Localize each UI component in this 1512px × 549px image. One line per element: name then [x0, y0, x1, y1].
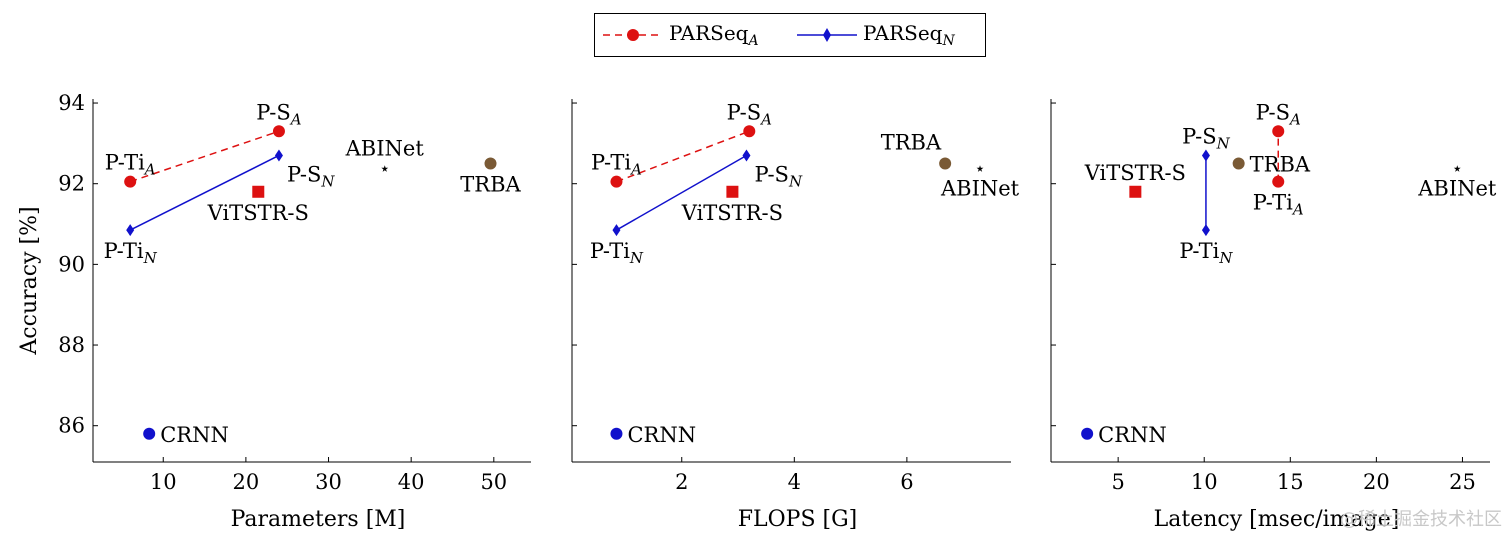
label-crnn: CRNN — [1098, 423, 1167, 447]
x-tick-label: 10 — [1191, 470, 1218, 494]
point-crnn — [610, 427, 623, 440]
label-subscript: N — [320, 172, 335, 190]
legend-entry-parseq-a: PARSeqA — [601, 21, 759, 49]
point-p-ti-n — [126, 224, 135, 237]
label-p-s-a: P-SA — [727, 100, 772, 128]
y-axis-label: Accuracy [%] — [17, 206, 42, 355]
point-p-ti-a — [610, 175, 623, 188]
label-p-ti-a: P-TiA — [591, 151, 642, 179]
x-axis-label: FLOPS [G] — [738, 507, 858, 532]
x-tick-label: 15 — [1277, 470, 1304, 494]
series-line-parseq-n — [616, 154, 747, 231]
label-subscript: N — [143, 249, 158, 267]
point-abinet: ⋆ — [379, 159, 390, 180]
point-p-s-n — [742, 149, 751, 162]
label-abinet: ABINet — [1417, 177, 1497, 201]
point-p-ti-a — [124, 175, 137, 188]
label-crnn: CRNN — [627, 423, 696, 447]
point-trba — [939, 157, 952, 170]
label-p-ti-n: P-TiN — [1179, 239, 1233, 267]
watermark: @稀土掘金技术社区 — [1340, 509, 1502, 530]
label-p-ti-a: P-TiA — [105, 151, 156, 179]
point-crnn — [143, 427, 156, 440]
point-p-s-n — [1201, 149, 1210, 162]
label-crnn: CRNN — [160, 423, 229, 447]
y-tick-label: 88 — [58, 333, 85, 357]
legend-entry-parseq-n: PARSeqN — [795, 21, 955, 49]
label-vitstr-s: ViTSTR-S — [207, 201, 309, 225]
series-line-parseq-n — [129, 154, 280, 231]
point-crnn — [1081, 427, 1094, 440]
y-tick-label: 86 — [58, 414, 85, 438]
label-p-s-n: P-SN — [754, 162, 802, 190]
x-axis-label: Latency [msec/image] — [1154, 507, 1400, 532]
point-p-ti-n — [1201, 224, 1210, 237]
point-abinet: ⋆ — [1452, 159, 1463, 180]
x-tick-label: 50 — [480, 470, 507, 494]
label-subscript: A — [759, 110, 772, 128]
label-trba: TRBA — [460, 173, 521, 197]
x-tick-label: 4 — [788, 470, 801, 494]
legend-swatch-parseq-n — [797, 28, 857, 42]
x-tick-label: 2 — [675, 470, 688, 494]
legend-swatch-parseq-a — [603, 29, 663, 41]
label-subscript: A — [1288, 110, 1301, 128]
point-trba — [1232, 157, 1245, 170]
label-p-s-a: P-SA — [1256, 100, 1301, 128]
point-trba — [484, 157, 497, 170]
x-tick-label: 10 — [150, 470, 177, 494]
point-vitstr-s — [1129, 185, 1142, 198]
label-p-ti-n: P-TiN — [104, 239, 158, 267]
legend: PARSeqA PARSeqN — [594, 13, 986, 57]
label-subscript: N — [1218, 249, 1233, 267]
label-subscript: N — [1216, 134, 1231, 152]
x-tick-label: 20 — [1363, 470, 1390, 494]
label-abinet: ABINet — [940, 177, 1020, 201]
label-subscript: N — [629, 249, 644, 267]
label-p-s-n: P-SN — [1182, 124, 1230, 152]
point-p-ti-n — [612, 224, 621, 237]
label-vitstr-s: ViTSTR-S — [681, 201, 783, 225]
label-subscript: A — [289, 110, 302, 128]
panel-3: 5 10 15 20 25 Latency [msec/image] P-TiA P-SA P-… — [1050, 99, 1497, 532]
point-p-ti-a — [1272, 175, 1285, 188]
label-p-ti-n: P-TiN — [590, 239, 644, 267]
point-p-s-n — [274, 149, 283, 162]
point-vitstr-s — [252, 185, 265, 198]
point-vitstr-s — [726, 185, 739, 198]
x-axis-label: Parameters [M] — [231, 507, 406, 532]
legend-label-parseq-a: PARSeqA — [669, 21, 759, 49]
x-tick-label: 25 — [1449, 470, 1476, 494]
label-subscript: N — [788, 172, 803, 190]
label-trba: TRBA — [1250, 153, 1311, 177]
label-trba: TRBA — [881, 131, 942, 155]
y-tick-label: 94 — [58, 91, 85, 115]
panel-1: 86 88 90 92 94 10 20 30 40 50 Parameters [M] Accura… — [17, 91, 531, 532]
label-subscript: A — [143, 161, 156, 179]
point-p-s-a — [272, 125, 285, 138]
point-p-s-a — [743, 125, 756, 138]
x-tick-label: 40 — [398, 470, 425, 494]
point-abinet: ⋆ — [974, 159, 985, 180]
x-tick-label: 30 — [315, 470, 342, 494]
label-subscript: A — [629, 161, 642, 179]
series-line-parseq-a — [129, 130, 280, 183]
y-tick-label: 90 — [58, 252, 85, 276]
label-subscript: A — [1291, 201, 1304, 219]
x-tick-label: 5 — [1111, 470, 1124, 494]
point-p-s-a — [1272, 125, 1285, 138]
label-p-s-a: P-SA — [256, 100, 301, 128]
label-abinet: ABINet — [345, 137, 425, 161]
label-vitstr-s: ViTSTR-S — [1084, 161, 1186, 185]
x-tick-label: 6 — [900, 470, 913, 494]
label-p-s-n: P-SN — [287, 162, 335, 190]
label-p-ti-a: P-TiA — [1253, 191, 1304, 219]
legend-label-parseq-n: PARSeqN — [863, 21, 955, 49]
x-tick-label: 20 — [233, 470, 260, 494]
y-tick-label: 92 — [58, 172, 85, 196]
